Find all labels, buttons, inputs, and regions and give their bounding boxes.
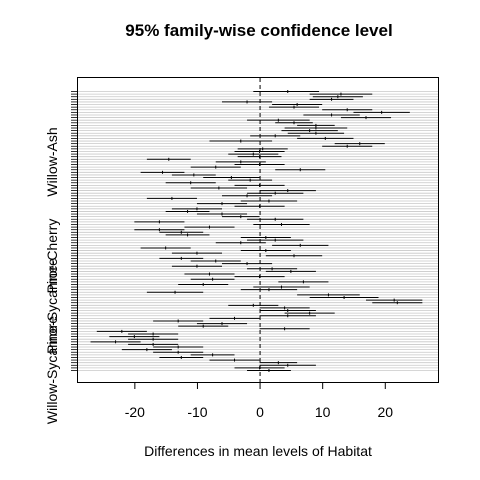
y-tick-label: Pine-Sycamore [44, 258, 60, 354]
y-axis-ticks [71, 91, 78, 371]
x-tick-label: -10 [187, 404, 207, 420]
y-tick-label: Willow-Sycamore [44, 316, 60, 424]
x-tick-label: -20 [125, 404, 145, 420]
chart-title: 95% family-wise confidence level [125, 21, 392, 40]
interval-series [90, 90, 423, 372]
y-axis-labels: Willow-Ash Pine-CherryPine-SycamoreWillow… [44, 127, 60, 424]
x-axis-label: Differences in mean levels of Habitat [144, 443, 372, 459]
x-tick-label: 0 [256, 404, 264, 420]
y-tick-label: Pine-Cherry [44, 219, 60, 294]
x-axis: -20 -10 0 10 20 [125, 382, 393, 420]
x-tick-label: 20 [377, 404, 393, 420]
y-tick-label: Willow-Ash [44, 127, 60, 196]
x-tick-label: 10 [315, 404, 331, 420]
